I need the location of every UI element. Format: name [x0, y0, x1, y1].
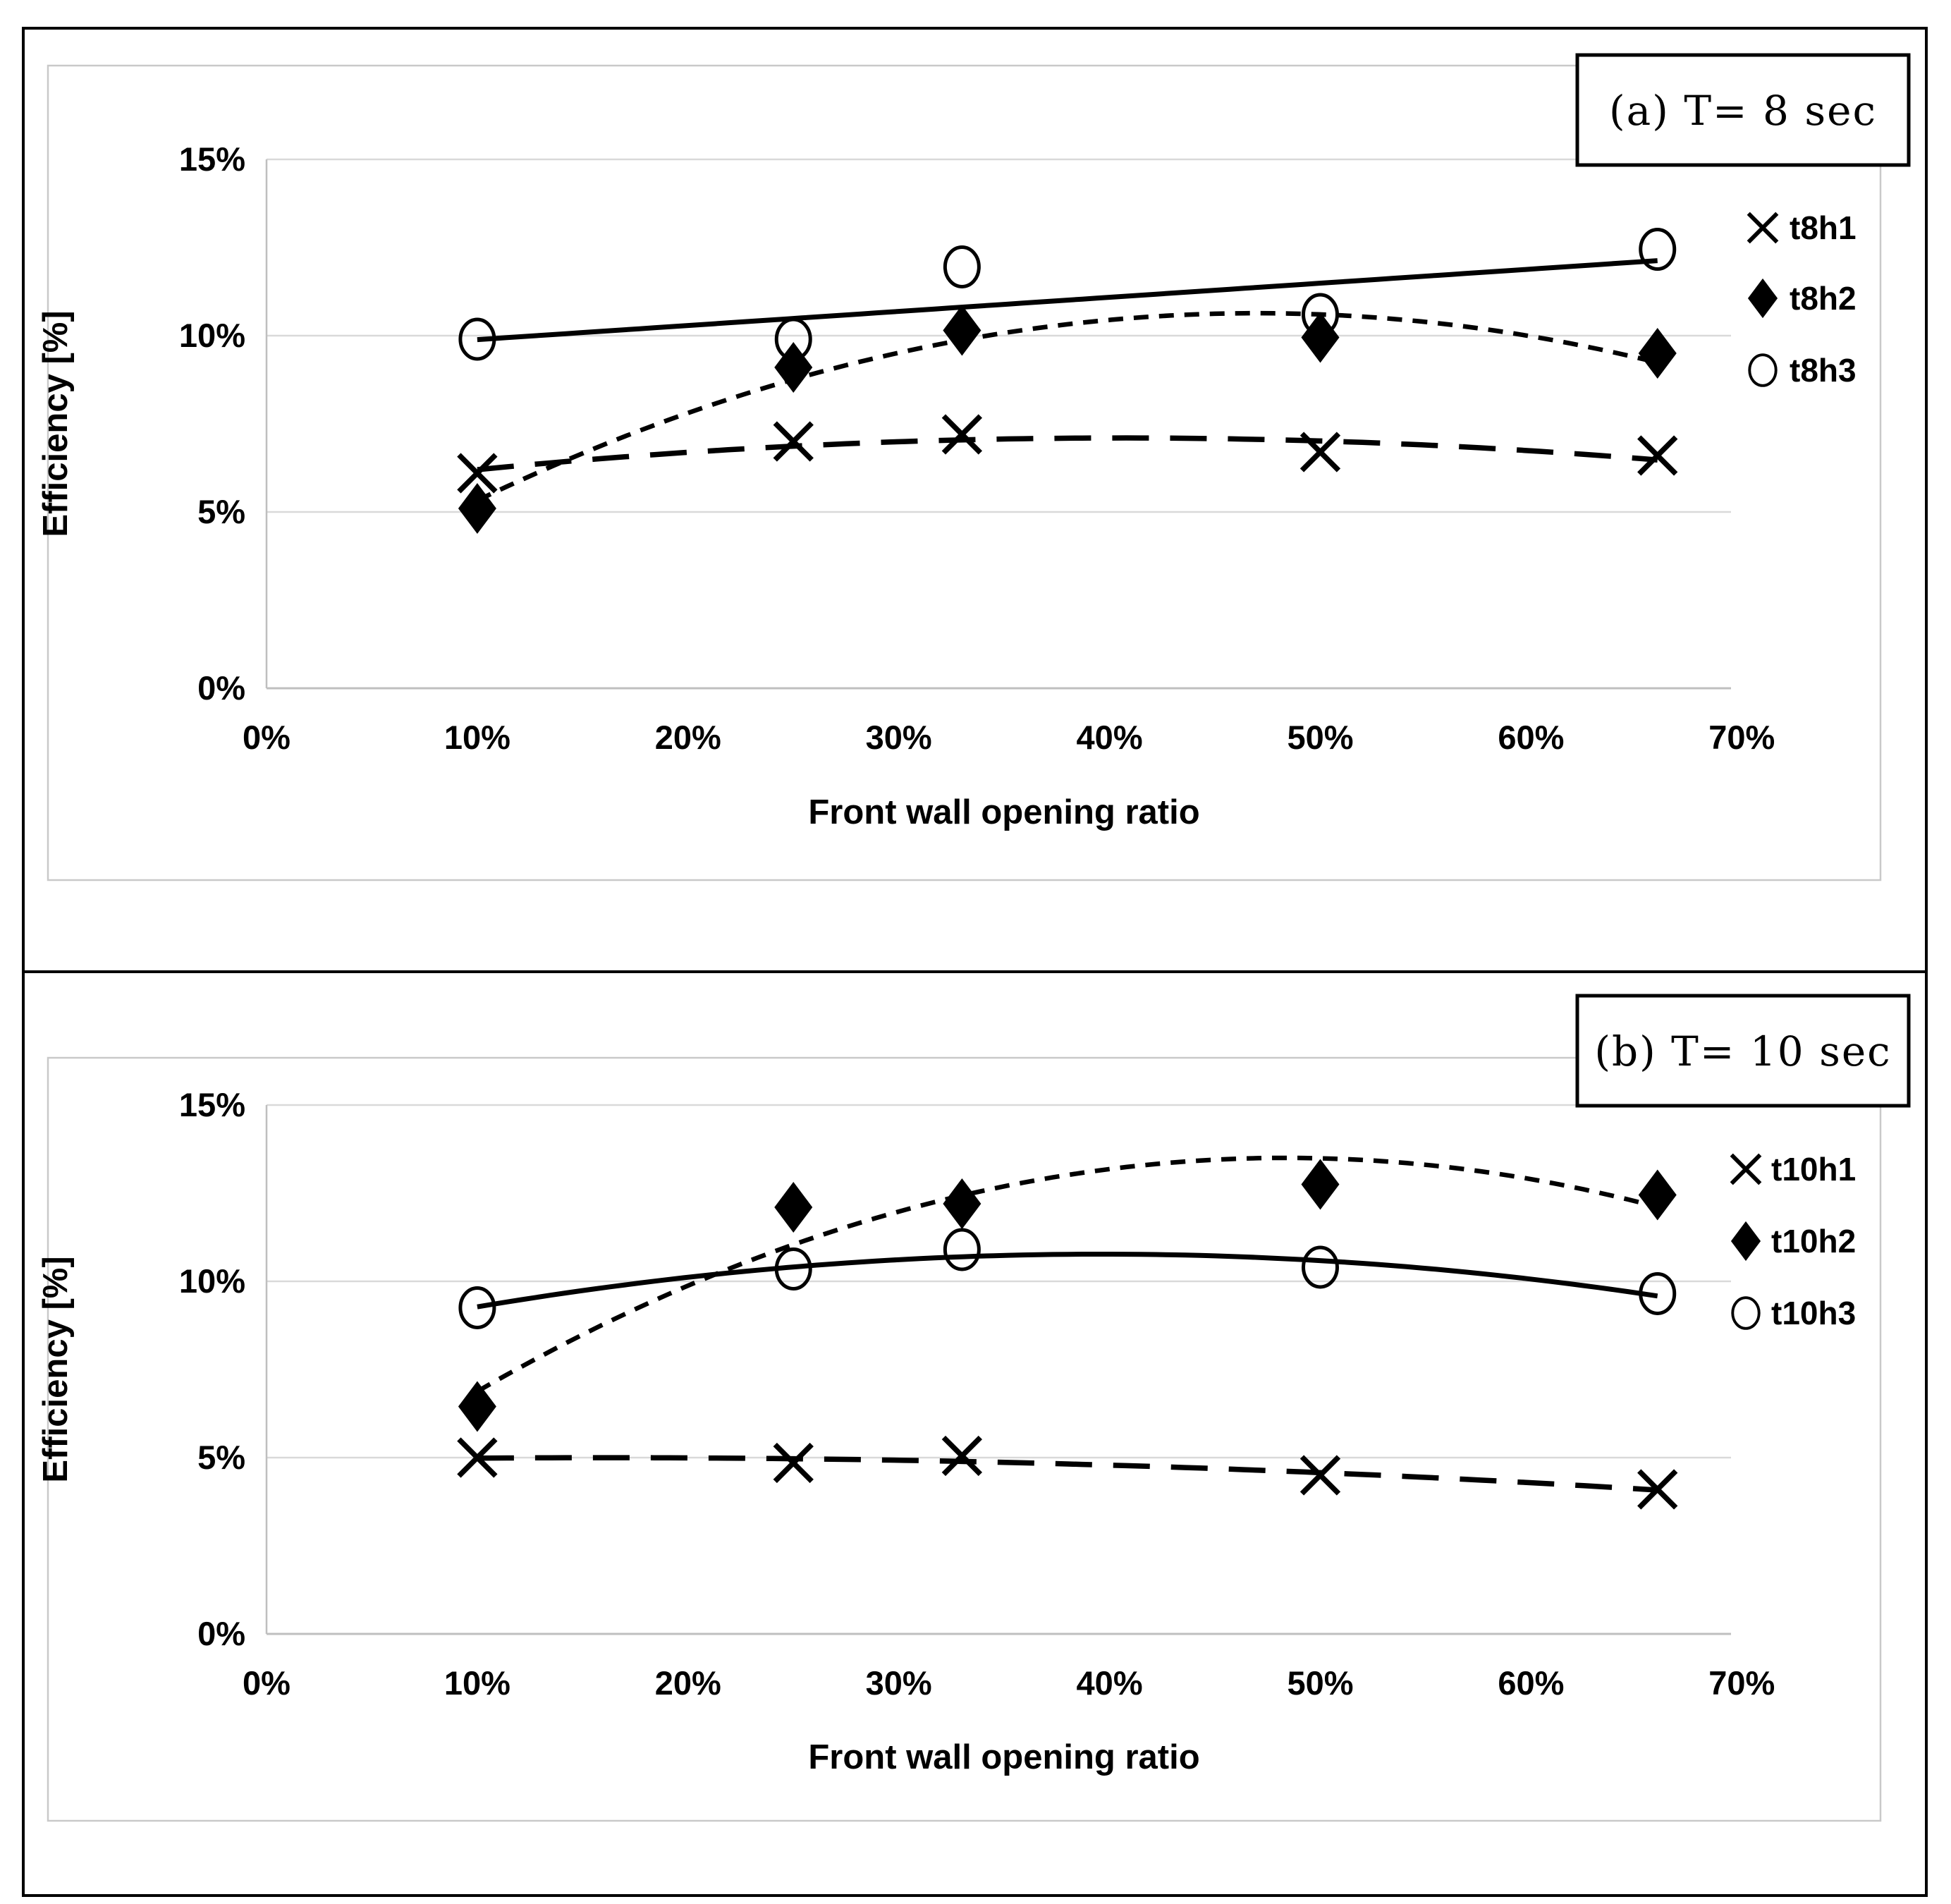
x-tick-0%: 0%	[243, 1664, 290, 1702]
chart-area-a	[47, 64, 1882, 881]
legend-marker-t8h1	[1747, 212, 1779, 244]
legend-label-t8h2: t8h2	[1790, 280, 1857, 317]
ticks-b: 0% 10% 20% 30% 40% 50% 60% 70% 0% 5% 10% 15%	[179, 1086, 1775, 1702]
x-tick-10%: 10%	[444, 1664, 510, 1702]
marker-t8h2-66pct	[1638, 328, 1677, 379]
marker-t10h3-50pct	[1302, 1245, 1339, 1289]
marker-t10h3-25pct	[774, 1247, 812, 1290]
y-axis-title-a: Efficiency [%]	[37, 310, 75, 537]
marker-t10h2-33pct	[943, 1178, 981, 1229]
marker-t10h2-25pct	[774, 1182, 813, 1233]
trendline-t10h3	[477, 1252, 1658, 1310]
marker-t8h3-50pct	[1302, 293, 1339, 336]
marker-t8h1-25pct	[773, 421, 814, 462]
x-tick-50%: 50%	[1287, 719, 1353, 756]
marker-t8h3-10pct	[458, 317, 496, 361]
x-tick-30%: 30%	[866, 1664, 932, 1702]
y-tick-15%: 15%	[179, 140, 245, 178]
legend-marker-t10h1	[1730, 1153, 1762, 1185]
marker-t8h3-33pct	[943, 245, 981, 288]
x-tick-20%: 20%	[655, 1664, 721, 1702]
legend-b: t10h1 t10h2 t10h3	[1730, 1151, 1856, 1331]
marker-t10h1-25pct	[773, 1442, 814, 1484]
trendline-t10h1	[477, 1455, 1658, 1493]
legend-item-t8h2: t8h2	[1747, 278, 1857, 319]
trendline-t8h1	[477, 435, 1658, 472]
marker-t8h3-66pct	[1639, 228, 1677, 271]
panel-title-a: (a) T= 8 sec	[1609, 87, 1877, 135]
marker-t8h1-33pct	[941, 414, 983, 455]
y-tick-0%: 0%	[197, 669, 245, 707]
marker-t10h3-66pct	[1639, 1272, 1677, 1315]
legend-label-t10h2: t10h2	[1771, 1223, 1856, 1259]
legend-item-t8h3: t8h3	[1748, 352, 1857, 389]
legend-label-t10h1: t10h1	[1771, 1151, 1856, 1188]
marker-t10h2-50pct	[1301, 1159, 1340, 1210]
legend-marker-t10h3	[1731, 1296, 1761, 1330]
chart-area-b	[47, 1056, 1882, 1822]
legend-marker-t8h2	[1747, 278, 1778, 319]
marker-t8h3-25pct	[774, 317, 812, 361]
marker-t8h1-10pct	[457, 453, 498, 494]
ticks-a: 0% 10% 20% 30% 40% 50% 60% 70% 0% 5% 10% 15%	[179, 140, 1775, 756]
y-axis-title-b: Efficiency [%]	[37, 1256, 75, 1482]
series-a	[457, 228, 1678, 534]
legend-item-t10h3: t10h3	[1731, 1295, 1856, 1331]
trendline-t8h2	[476, 310, 1658, 503]
marker-t10h1-66pct	[1637, 1469, 1678, 1510]
legend-marker-t10h2	[1730, 1221, 1761, 1262]
marker-t8h2-33pct	[943, 305, 981, 356]
legend-a: t8h1 t8h2 t8h3	[1747, 209, 1857, 389]
trendline-t8h3	[477, 258, 1658, 343]
panel-a: 0% 10% 20% 30% 40% 50% 60% 70% 0% 5% 10% 15% Effici…	[37, 53, 1911, 881]
marker-t8h1-50pct	[1299, 432, 1341, 472]
panel-b: 0% 10% 20% 30% 40% 50% 60% 70% 0% 5% 10% 15% Effici…	[37, 994, 1911, 1822]
y-tick-15%: 15%	[179, 1086, 245, 1123]
y-tick-5%: 5%	[197, 1439, 245, 1476]
marker-t10h2-66pct	[1638, 1169, 1677, 1221]
legend-item-t10h1: t10h1	[1730, 1151, 1856, 1188]
title-box-b	[1575, 994, 1911, 1108]
x-tick-40%: 40%	[1077, 719, 1143, 756]
marker-t10h1-10pct	[457, 1437, 498, 1478]
x-tick-60%: 60%	[1498, 1664, 1564, 1702]
outer-border	[22, 27, 1928, 1897]
trendline-t10h2	[476, 1155, 1658, 1394]
marker-t10h3-33pct	[943, 1228, 981, 1271]
y-tick-5%: 5%	[197, 493, 245, 530]
legend-label-t8h3: t8h3	[1790, 352, 1857, 389]
marker-t10h2-10pct	[458, 1381, 496, 1432]
x-tick-0%: 0%	[243, 719, 290, 756]
x-tick-30%: 30%	[866, 719, 932, 756]
x-tick-40%: 40%	[1077, 1664, 1143, 1702]
legend-label-t10h3: t10h3	[1771, 1295, 1856, 1331]
y-tick-0%: 0%	[197, 1615, 245, 1652]
legend-marker-t8h3	[1748, 353, 1778, 387]
y-tick-10%: 10%	[179, 317, 245, 354]
x-tick-50%: 50%	[1287, 1664, 1353, 1702]
title-box-a	[1575, 53, 1911, 167]
x-tick-10%: 10%	[444, 719, 510, 756]
marker-t10h1-50pct	[1299, 1455, 1341, 1496]
panel-title-b: (b) T= 10 sec	[1594, 1027, 1891, 1075]
marker-t8h2-10pct	[458, 483, 496, 534]
x-tick-20%: 20%	[655, 719, 721, 756]
marker-t10h1-33pct	[941, 1435, 983, 1477]
x-tick-70%: 70%	[1708, 719, 1775, 756]
x-tick-70%: 70%	[1708, 1664, 1775, 1702]
legend-item-t10h2: t10h2	[1730, 1221, 1856, 1262]
marker-t10h3-10pct	[458, 1286, 496, 1329]
marker-t8h1-66pct	[1637, 435, 1678, 476]
x-axis-title-b: Front wall opening ratio	[808, 1738, 1199, 1776]
series-b	[457, 1155, 1678, 1510]
y-tick-10%: 10%	[179, 1262, 245, 1300]
legend-label-t8h1: t8h1	[1790, 209, 1857, 246]
marker-t8h2-50pct	[1301, 312, 1340, 363]
x-tick-60%: 60%	[1498, 719, 1564, 756]
x-axis-title-a: Front wall opening ratio	[808, 793, 1199, 831]
legend-item-t8h1: t8h1	[1747, 209, 1857, 246]
